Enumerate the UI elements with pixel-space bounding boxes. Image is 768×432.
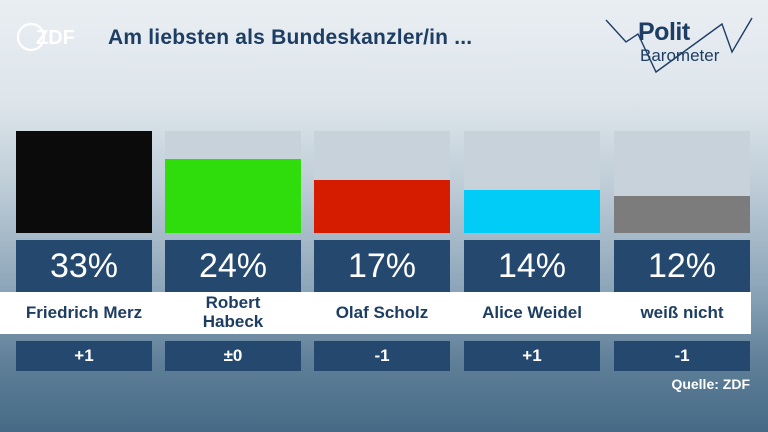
chart-title: Am liebsten als Bundeskanzler/in ... [108,26,473,49]
candidate-name-friedrich-merz: Friedrich Merz [25,302,143,322]
value-label-olaf-scholz: 17% [314,240,450,292]
zdf-logo-text: ZDF [36,27,75,49]
politbarometer-logo-bottom: Barometer [640,46,720,65]
bar-olaf-scholz [314,180,450,233]
politbarometer-logo-top: Polit [638,18,690,46]
politbarometer-logo-graphic [605,17,753,74]
source-note: Quelle: ZDF [671,376,750,392]
value-label-robert-habeck: 24% [165,240,301,292]
value-label-friedrich-merz: 33% [16,240,152,292]
change-robert-habeck: ±0 [165,341,301,371]
change-weiss-nicht: -1 [614,341,750,371]
bar-weiss-nicht [614,196,750,233]
candidate-name-weiss-nicht: weiß nicht [640,302,724,322]
value-label-weiss-nicht: 12% [614,240,750,292]
candidate-name-alice-weidel: Alice Weidel [482,302,582,322]
bar-alice-weidel [464,190,600,233]
bar-robert-habeck [165,159,301,233]
zdf-logo: ZDF [16,22,75,52]
candidate-name-olaf-scholz: Olaf Scholz [335,302,429,322]
candidate-name-robert-habeck: Robert Habeck [202,293,264,331]
bar-friedrich-merz [16,131,152,233]
change-alice-weidel: +1 [464,341,600,371]
change-friedrich-merz: +1 [16,341,152,371]
value-label-alice-weidel: 14% [464,240,600,292]
candidate-name-strip [0,292,751,334]
change-olaf-scholz: -1 [314,341,450,371]
